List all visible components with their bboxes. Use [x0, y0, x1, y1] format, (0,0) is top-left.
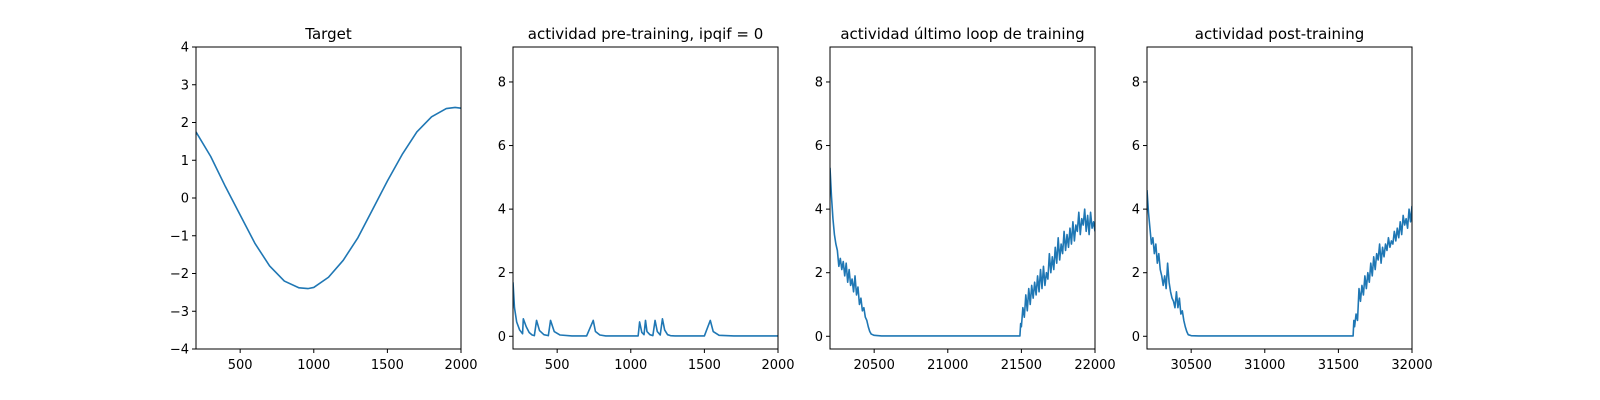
y-tick-label: −3 [170, 305, 189, 320]
y-tick-label: −4 [170, 343, 189, 358]
plot-frame [1146, 46, 1413, 350]
x-tick-label: 1500 [688, 358, 721, 373]
x-tick-label: 22000 [1074, 358, 1115, 373]
subplot-title: actividad post-training [1195, 25, 1364, 43]
y-tick-label: −2 [170, 267, 189, 282]
y-tick-label: 8 [815, 75, 823, 90]
y-tick-label: −1 [170, 229, 189, 244]
subplot-4: 30500 31000 31500 32000 0 2 4 6 8 actividad post-… [1132, 25, 1433, 373]
y-tick-label: 3 [181, 78, 189, 93]
x-tick-label: 30500 [1170, 358, 1211, 373]
series-line [196, 106, 461, 290]
x-tick-label: 32000 [1391, 358, 1432, 373]
subplot-title: Target [304, 25, 352, 43]
y-tick-label: 2 [181, 116, 189, 131]
y-tick-label: 6 [498, 139, 506, 154]
y-tick-label: 4 [181, 41, 189, 56]
y-tick-label: 4 [815, 203, 823, 218]
y-tick-label: 0 [181, 192, 189, 207]
x-tick-label: 31500 [1318, 358, 1359, 373]
y-tick-label: 0 [1132, 330, 1140, 345]
x-tick-label: 21500 [1001, 358, 1042, 373]
y-tick-label: 8 [1132, 75, 1140, 90]
y-tick-label: 2 [815, 266, 823, 281]
x-tick-label: 1500 [371, 358, 404, 373]
x-tick-label: 31000 [1244, 358, 1285, 373]
subplot-1: 500 1000 1500 2000 −4 −3 −2 −1 0 1 2 3 4 Target [170, 25, 478, 373]
y-tick-label: 2 [1132, 266, 1140, 281]
x-tick-label: 2000 [444, 358, 477, 373]
x-tick-label: 1000 [297, 358, 330, 373]
series-line [830, 167, 1095, 337]
y-tick-label: 4 [498, 203, 506, 218]
x-tick-label: 2000 [761, 358, 794, 373]
x-tick-label: 21000 [927, 358, 968, 373]
series-line [513, 282, 778, 337]
plot-frame [829, 46, 1096, 350]
y-tick-label: 6 [815, 139, 823, 154]
x-tick-label: 500 [545, 358, 570, 373]
x-tick-label: 500 [228, 358, 253, 373]
x-tick-label: 1000 [614, 358, 647, 373]
y-tick-label: 2 [498, 266, 506, 281]
y-tick-label: 1 [181, 154, 189, 169]
x-tick-label: 20500 [853, 358, 894, 373]
y-tick-label: 0 [498, 330, 506, 345]
subplot-title: actividad pre-training, ipqif = 0 [528, 25, 764, 43]
y-tick-label: 6 [1132, 139, 1140, 154]
series-line [1147, 189, 1412, 337]
subplot-3: 20500 21000 21500 22000 0 2 4 6 8 actividad últim… [815, 25, 1116, 373]
y-tick-label: 4 [1132, 203, 1140, 218]
y-tick-label: 0 [815, 330, 823, 345]
plot-frame [512, 46, 779, 350]
subplot-2: 500 1000 1500 2000 0 2 4 6 8 actividad pre-traini… [498, 25, 795, 373]
subplot-title: actividad último loop de training [840, 25, 1084, 43]
y-tick-label: 8 [498, 75, 506, 90]
